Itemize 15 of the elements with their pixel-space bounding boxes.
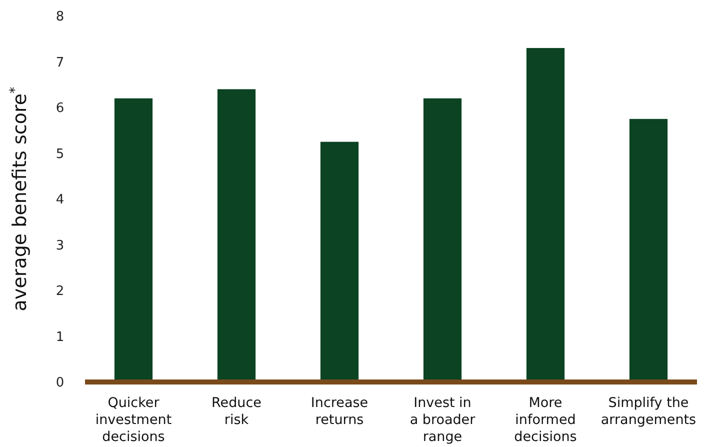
y-tick-label: 6 bbox=[56, 101, 64, 116]
x-tick-label: Reduce risk bbox=[212, 395, 262, 428]
x-tick-label: Increase returns bbox=[310, 395, 368, 428]
x-tick-label: More informed decisions bbox=[514, 395, 577, 445]
y-tick-label: 5 bbox=[56, 146, 64, 162]
y-tick-label: 2 bbox=[56, 284, 64, 300]
y-tick-label: 7 bbox=[56, 55, 64, 70]
y-tick-label: 0 bbox=[56, 376, 64, 391]
y-tick-label: 3 bbox=[56, 238, 64, 254]
y-tick-label: 1 bbox=[56, 330, 64, 345]
x-tick-label: Invest in a broader range bbox=[410, 395, 476, 445]
x-tick-label: Quicker investment decisions bbox=[95, 395, 172, 445]
x-tick-label: Simplify the arrangements bbox=[600, 395, 696, 428]
y-tick-label: 8 bbox=[56, 10, 64, 25]
y-tick-label: 4 bbox=[56, 192, 64, 208]
